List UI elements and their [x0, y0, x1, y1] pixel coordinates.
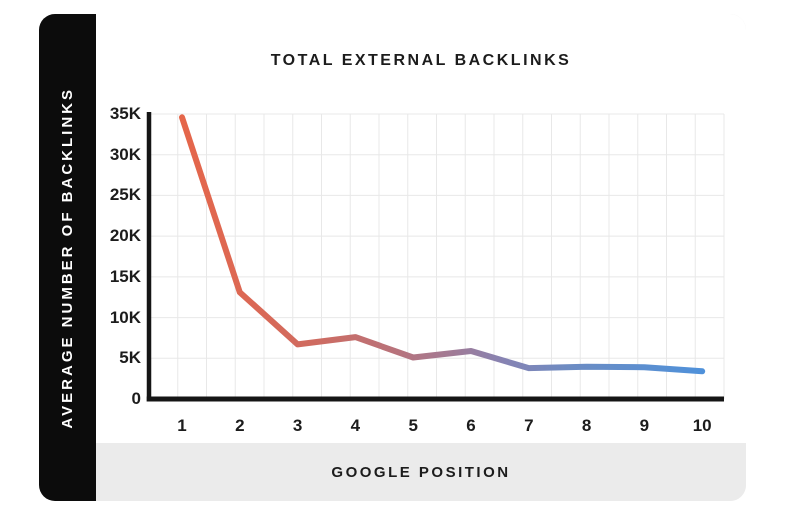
- x-axis-title: GOOGLE POSITION: [331, 463, 511, 481]
- line-chart-svg: [146, 112, 725, 402]
- chart-card: AVERAGE NUMBER OF BACKLINKS TOTAL EXTERN…: [39, 14, 746, 501]
- y-axis-title-bar: AVERAGE NUMBER OF BACKLINKS: [39, 14, 96, 501]
- y-axis-title: AVERAGE NUMBER OF BACKLINKS: [59, 86, 76, 429]
- chart-main: TOTAL EXTERNAL BACKLINKS 0 5K 10K 15K 20K 25K…: [96, 14, 746, 501]
- data-line: [179, 114, 706, 375]
- plot-area: TOTAL EXTERNAL BACKLINKS 0 5K 10K 15K 20K 25K…: [96, 14, 746, 443]
- x-axis-title-bar: GOOGLE POSITION: [96, 443, 746, 501]
- chart-title: TOTAL EXTERNAL BACKLINKS: [270, 52, 572, 69]
